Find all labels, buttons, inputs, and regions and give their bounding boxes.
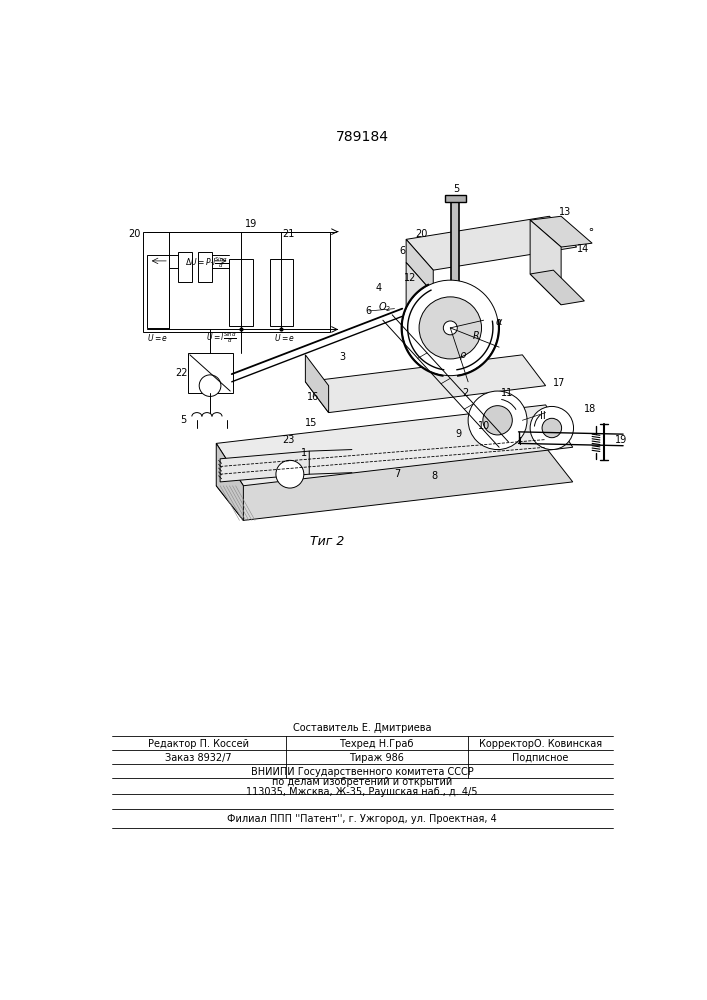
Text: 5: 5: [180, 415, 187, 425]
Polygon shape: [305, 355, 546, 413]
Text: 19: 19: [245, 219, 257, 229]
Text: $\Delta U{=}P{\cdot}l\frac{Sin\alpha}{\alpha}$: $\Delta U{=}P{\cdot}l\frac{Sin\alpha}{\a…: [185, 255, 228, 270]
Polygon shape: [406, 262, 433, 366]
Text: 11: 11: [501, 388, 513, 398]
Circle shape: [402, 280, 498, 376]
Bar: [230, 259, 252, 326]
Text: Редактор П. Коссей: Редактор П. Коссей: [148, 739, 249, 749]
Text: $\circ$: $\circ$: [587, 223, 594, 233]
Text: $O_2$: $O_2$: [378, 300, 391, 314]
Circle shape: [276, 460, 304, 488]
Text: Составитель Е. Дмитриева: Составитель Е. Дмитриева: [293, 723, 431, 733]
Circle shape: [443, 321, 457, 335]
Polygon shape: [216, 447, 573, 520]
Text: 16: 16: [307, 392, 320, 402]
Text: $U{=}l\frac{Sin\alpha}{\alpha}$: $U{=}l\frac{Sin\alpha}{\alpha}$: [206, 331, 237, 345]
Circle shape: [530, 406, 573, 450]
Text: $U{=}e$: $U{=}e$: [274, 332, 295, 343]
Text: по делам изобретений и открытий: по делам изобретений и открытий: [271, 777, 452, 787]
Text: 12: 12: [404, 273, 416, 283]
Text: 789184: 789184: [335, 130, 388, 144]
Text: R: R: [472, 331, 479, 341]
Text: Техред Н.Граб: Техред Н.Граб: [339, 739, 414, 749]
Text: Подписное: Подписное: [512, 753, 568, 763]
Text: 22: 22: [175, 368, 187, 378]
Bar: [143, 232, 330, 332]
Text: $\rho$: $\rho$: [459, 350, 467, 362]
Polygon shape: [305, 355, 329, 413]
Text: 5: 5: [453, 184, 460, 194]
Text: Тираж 986: Тираж 986: [349, 753, 404, 763]
Polygon shape: [530, 220, 561, 305]
Circle shape: [468, 391, 527, 450]
Polygon shape: [406, 216, 577, 270]
Text: $\alpha$: $\alpha$: [495, 317, 503, 327]
Polygon shape: [216, 405, 573, 486]
Text: 23: 23: [282, 435, 295, 445]
Text: 2: 2: [462, 388, 469, 398]
Polygon shape: [216, 443, 243, 520]
Text: 15: 15: [305, 418, 317, 428]
Text: I: I: [520, 437, 522, 447]
Polygon shape: [406, 239, 433, 293]
Circle shape: [199, 375, 221, 396]
Text: 6: 6: [399, 246, 405, 256]
Polygon shape: [530, 270, 585, 305]
Circle shape: [483, 406, 513, 435]
Text: 113035, Мжсква, Ж-35, Раушская наб., д. 4/5: 113035, Мжсква, Ж-35, Раушская наб., д. …: [246, 787, 478, 797]
Text: 18: 18: [584, 404, 596, 414]
Polygon shape: [445, 195, 466, 202]
Text: Τиг 2: Τиг 2: [310, 535, 344, 548]
Bar: [178, 252, 192, 282]
Bar: [270, 259, 293, 326]
Text: 9: 9: [455, 429, 461, 439]
Text: 10: 10: [477, 421, 490, 431]
Text: 19: 19: [616, 435, 628, 445]
Bar: [199, 252, 212, 282]
Text: II: II: [539, 411, 545, 421]
Text: 1: 1: [300, 448, 307, 458]
Text: 4: 4: [376, 283, 382, 293]
Text: 8: 8: [432, 471, 438, 481]
Text: Филиал ППП ''Патент'', г. Ужгород, ул. Проектная, 4: Филиал ППП ''Патент'', г. Ужгород, ул. П…: [227, 814, 497, 824]
Text: 20: 20: [416, 229, 428, 239]
Text: $U{=}e$: $U{=}e$: [148, 332, 169, 343]
Text: Заказ 8932/7: Заказ 8932/7: [165, 753, 232, 763]
Text: 17: 17: [553, 378, 565, 388]
Polygon shape: [220, 451, 309, 482]
Text: КорректорО. Ковинская: КорректорО. Ковинская: [479, 739, 602, 749]
Bar: [187, 353, 233, 393]
Text: 3: 3: [339, 352, 346, 362]
Text: 6: 6: [366, 306, 372, 316]
Text: 13: 13: [559, 207, 571, 217]
Polygon shape: [530, 216, 592, 247]
Text: 21: 21: [282, 229, 295, 239]
Text: 20: 20: [129, 229, 141, 239]
Text: 14: 14: [577, 244, 589, 254]
Polygon shape: [451, 197, 459, 312]
Bar: [147, 255, 169, 328]
Circle shape: [419, 297, 481, 359]
Text: ВНИИПИ Государственного комитета СССР: ВНИИПИ Государственного комитета СССР: [250, 767, 473, 777]
Text: 7: 7: [394, 469, 400, 479]
Circle shape: [542, 418, 561, 438]
